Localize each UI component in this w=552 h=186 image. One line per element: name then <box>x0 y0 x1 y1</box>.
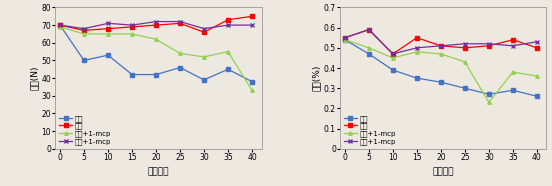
저온 <box>225 19 231 21</box>
Legend: 상온, 저온, 상온+1-mcp, 저온+1-mcp: 상온, 저온, 상온+1-mcp, 저온+1-mcp <box>59 114 112 145</box>
상온 <box>486 93 492 95</box>
상온 <box>201 79 208 81</box>
상온 <box>177 66 183 69</box>
상온+1-mcp <box>249 89 256 92</box>
상온 <box>534 95 540 97</box>
상온 <box>57 24 63 26</box>
저온 <box>390 53 396 55</box>
저온 <box>509 39 516 41</box>
Line: 상온+1-mcp: 상온+1-mcp <box>343 38 539 104</box>
저온+1-mcp <box>177 20 183 23</box>
상온 <box>342 39 348 41</box>
저온+1-mcp <box>225 24 231 26</box>
상온 <box>365 53 372 55</box>
상온+1-mcp <box>105 33 112 35</box>
상온+1-mcp <box>390 57 396 59</box>
저온 <box>365 28 372 31</box>
상온+1-mcp <box>509 71 516 73</box>
저온 <box>105 28 112 30</box>
저온 <box>342 37 348 39</box>
저온+1-mcp <box>461 43 468 45</box>
저온 <box>153 24 160 26</box>
상온+1-mcp <box>177 52 183 54</box>
X-axis label: 저장일수: 저장일수 <box>433 168 454 177</box>
저온+1-mcp <box>249 24 256 26</box>
저온+1-mcp <box>486 43 492 45</box>
X-axis label: 저장일수: 저장일수 <box>148 168 169 177</box>
상온 <box>81 59 87 62</box>
Y-axis label: 산도(%): 산도(%) <box>312 65 321 91</box>
Line: 저온+1-mcp: 저온+1-mcp <box>343 28 539 56</box>
저온+1-mcp <box>153 20 160 23</box>
Line: 상온+1-mcp: 상온+1-mcp <box>59 25 254 92</box>
상온+1-mcp <box>534 75 540 77</box>
저온+1-mcp <box>534 41 540 43</box>
상온+1-mcp <box>365 47 372 49</box>
상온 <box>390 69 396 71</box>
저온+1-mcp <box>105 22 112 24</box>
저온 <box>438 45 444 47</box>
상온 <box>413 77 420 79</box>
상온+1-mcp <box>486 101 492 103</box>
저온+1-mcp <box>365 28 372 31</box>
저온+1-mcp <box>129 24 135 26</box>
저온+1-mcp <box>413 47 420 49</box>
상온+1-mcp <box>413 51 420 53</box>
상온+1-mcp <box>57 26 63 28</box>
저온 <box>534 47 540 49</box>
상온+1-mcp <box>438 53 444 55</box>
저온+1-mcp <box>390 53 396 55</box>
상온 <box>129 73 135 76</box>
저온 <box>129 26 135 28</box>
Y-axis label: 경도(N): 경도(N) <box>29 66 39 90</box>
저온 <box>201 31 208 33</box>
상온 <box>249 81 256 83</box>
Line: 저온: 저온 <box>343 28 539 56</box>
상온+1-mcp <box>225 50 231 53</box>
상온 <box>461 87 468 89</box>
상온+1-mcp <box>461 61 468 63</box>
Legend: 상온, 저온, 상온+1-mcp, 저온+1-mcp: 상온, 저온, 상온+1-mcp, 저온+1-mcp <box>343 114 396 145</box>
저온 <box>57 24 63 26</box>
Line: 상온: 상온 <box>59 23 254 83</box>
저온 <box>177 22 183 24</box>
저온+1-mcp <box>201 28 208 30</box>
저온+1-mcp <box>81 28 87 30</box>
상온+1-mcp <box>201 56 208 58</box>
저온+1-mcp <box>57 24 63 26</box>
저온 <box>249 15 256 17</box>
상온+1-mcp <box>342 39 348 41</box>
저온+1-mcp <box>342 37 348 39</box>
상온 <box>105 54 112 56</box>
상온 <box>509 89 516 91</box>
Line: 상온: 상온 <box>343 38 539 98</box>
Line: 저온+1-mcp: 저온+1-mcp <box>59 20 254 30</box>
저온 <box>413 37 420 39</box>
상온+1-mcp <box>153 38 160 40</box>
저온+1-mcp <box>438 45 444 47</box>
상온+1-mcp <box>129 33 135 35</box>
상온 <box>225 68 231 70</box>
저온 <box>486 45 492 47</box>
상온 <box>438 81 444 83</box>
저온 <box>81 29 87 31</box>
저온+1-mcp <box>509 45 516 47</box>
저온 <box>461 47 468 49</box>
Line: 저온: 저온 <box>59 15 254 34</box>
상온+1-mcp <box>81 33 87 35</box>
상온 <box>153 73 160 76</box>
